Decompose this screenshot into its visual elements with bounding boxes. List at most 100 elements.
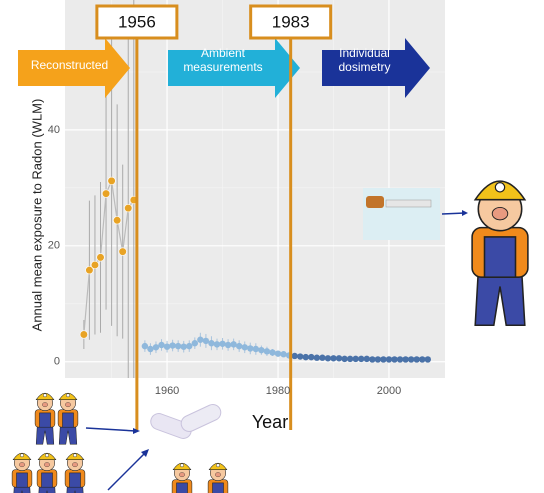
- y-tick-label: 40: [48, 124, 60, 136]
- data-point: [247, 345, 253, 351]
- data-point: [253, 346, 259, 352]
- miner: [472, 181, 528, 325]
- marker-label: 1983: [272, 12, 310, 31]
- miner-nose: [19, 462, 25, 466]
- miner-nose: [42, 402, 48, 406]
- data-point: [142, 343, 148, 349]
- data-point: [408, 356, 414, 362]
- phase-label: Reconstructed: [22, 58, 117, 72]
- miner-overall: [42, 473, 53, 487]
- data-point: [91, 261, 99, 269]
- data-point: [419, 356, 425, 362]
- miner-overall: [177, 483, 188, 493]
- miner-nose: [492, 207, 508, 219]
- data-point: [297, 353, 303, 359]
- data-point: [402, 356, 408, 362]
- data-point: [208, 340, 214, 346]
- data-point: [308, 354, 314, 360]
- miner-lamp: [45, 454, 48, 457]
- data-point: [225, 342, 231, 348]
- data-point: [352, 356, 358, 362]
- miner-overall: [485, 237, 516, 277]
- miner-overall: [17, 473, 28, 487]
- pointer-arrow: [86, 428, 136, 431]
- miner-lamp: [43, 394, 46, 397]
- data-point: [347, 356, 353, 362]
- data-point: [80, 331, 88, 339]
- data-point: [330, 355, 336, 361]
- data-point: [275, 350, 281, 356]
- data-point: [97, 254, 105, 262]
- data-point: [147, 346, 153, 352]
- data-point: [303, 354, 309, 360]
- data-point: [375, 356, 381, 362]
- miner-lamp: [495, 183, 504, 192]
- data-point: [414, 356, 420, 362]
- data-point: [264, 348, 270, 354]
- dosimeter-device: [366, 196, 384, 208]
- pointer-arrow: [442, 213, 465, 214]
- data-point: [369, 356, 375, 362]
- miner-lamp: [180, 464, 183, 467]
- data-point: [386, 356, 392, 362]
- data-point: [364, 356, 370, 362]
- data-point: [124, 204, 132, 212]
- data-point: [169, 342, 175, 348]
- miner: [35, 393, 55, 444]
- data-point: [325, 355, 331, 361]
- data-point: [269, 349, 275, 355]
- data-point: [425, 356, 431, 362]
- phase-label: Individual dosimetry: [322, 46, 407, 74]
- data-point: [358, 356, 364, 362]
- miner-overall: [63, 413, 74, 427]
- data-point: [102, 190, 110, 198]
- miner-overall: [70, 473, 81, 487]
- data-point: [181, 343, 187, 349]
- miner-nose: [72, 462, 78, 466]
- data-point: [230, 341, 236, 347]
- pointer-head: [462, 210, 468, 216]
- miner: [65, 453, 85, 493]
- data-point: [258, 347, 264, 353]
- miner-legs: [36, 425, 54, 444]
- miner-nose: [65, 402, 71, 406]
- data-point: [242, 344, 248, 350]
- miner-lamp: [20, 454, 23, 457]
- data-point: [203, 338, 209, 344]
- miner-lamp: [73, 454, 76, 457]
- data-point: [197, 337, 203, 343]
- data-point: [380, 356, 386, 362]
- data-point: [175, 343, 181, 349]
- page: 19561983 Annual mean exposure to Radon (…: [0, 0, 544, 493]
- data-point: [219, 341, 225, 347]
- miner: [12, 453, 32, 493]
- miner: [208, 463, 228, 493]
- y-axis-label: Annual mean exposure to Radon (WLM): [29, 99, 44, 332]
- miner-legs: [475, 271, 525, 325]
- x-tick-label: 2000: [377, 385, 401, 397]
- phase-label: Ambient measurements: [168, 46, 278, 74]
- data-point: [153, 344, 159, 350]
- miner-nose: [215, 472, 221, 476]
- miner: [172, 463, 192, 493]
- miner-overall: [40, 413, 51, 427]
- vial: [179, 402, 224, 434]
- pointer-arrow: [108, 452, 146, 490]
- data-point: [113, 217, 121, 225]
- dosimeter-device: [386, 200, 431, 207]
- data-point: [397, 356, 403, 362]
- dosimeter-image: [363, 188, 440, 240]
- data-point: [280, 351, 286, 357]
- data-point: [108, 177, 116, 185]
- y-tick-label: 0: [54, 356, 60, 368]
- data-point: [291, 353, 297, 359]
- data-point: [341, 356, 347, 362]
- miner-legs: [59, 425, 77, 444]
- miner-lamp: [216, 464, 219, 467]
- x-tick-label: 1960: [155, 385, 179, 397]
- data-point: [391, 356, 397, 362]
- miner: [58, 393, 78, 444]
- data-point: [314, 355, 320, 361]
- miner: [37, 453, 57, 493]
- miner-lamp: [66, 394, 69, 397]
